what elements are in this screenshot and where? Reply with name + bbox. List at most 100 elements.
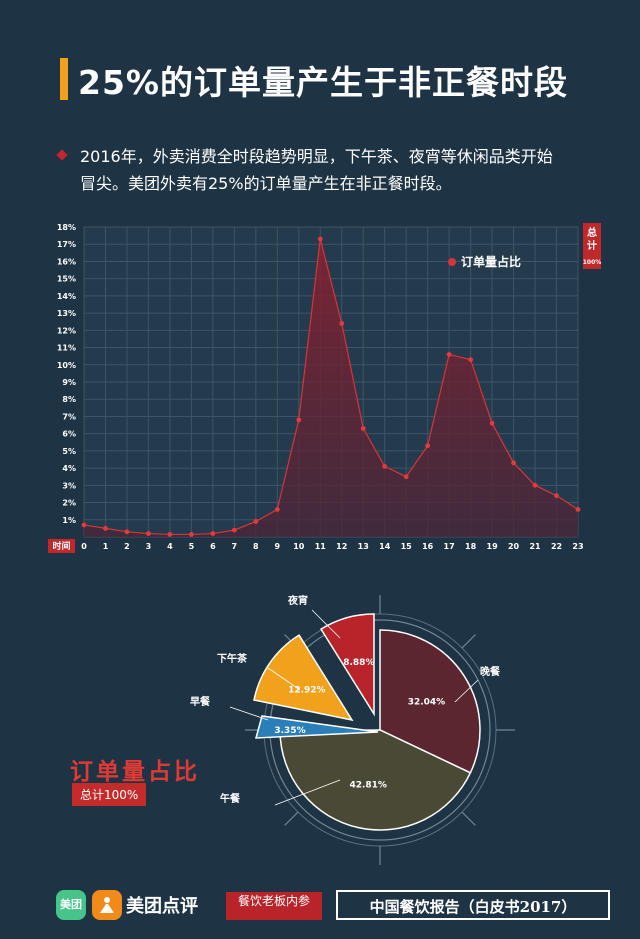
x-tick-label: 5 bbox=[189, 542, 195, 551]
x-axis-label: 时间 bbox=[52, 540, 70, 552]
pie-slice bbox=[279, 729, 472, 831]
cy-logo-text: 餐饮老板内参 bbox=[237, 894, 310, 908]
data-point bbox=[575, 507, 581, 512]
total-box bbox=[583, 223, 601, 269]
pie-value-label: 42.81% bbox=[349, 781, 387, 791]
x-tick-label: 3 bbox=[146, 542, 152, 551]
y-tick-label: 8% bbox=[62, 395, 76, 404]
pie-leader-line bbox=[311, 609, 341, 639]
data-point bbox=[382, 463, 388, 469]
bullet-diamond-icon bbox=[56, 149, 68, 161]
pie-slice bbox=[253, 634, 354, 722]
y-tick-label: 7% bbox=[62, 412, 76, 421]
y-tick-label: 4% bbox=[62, 464, 76, 473]
data-point bbox=[339, 321, 345, 326]
data-point bbox=[167, 532, 173, 537]
data-point bbox=[489, 420, 495, 426]
x-tick-label: 20 bbox=[508, 542, 520, 551]
y-tick-label: 11% bbox=[57, 344, 76, 353]
data-point bbox=[231, 527, 237, 533]
x-tick-label: 0 bbox=[81, 542, 87, 551]
y-tick-label: 5% bbox=[62, 447, 76, 456]
pie-spoke bbox=[461, 811, 476, 826]
data-point bbox=[253, 519, 259, 524]
pie-category-label: 午餐 bbox=[220, 792, 241, 805]
pie-category-label: 晚餐 bbox=[480, 665, 501, 678]
legend-marker bbox=[448, 258, 456, 266]
x-tick-label: 14 bbox=[379, 542, 391, 551]
pie-category-label: 早餐 bbox=[190, 695, 211, 708]
pie-slice bbox=[320, 613, 375, 717]
y-tick-label: 14% bbox=[57, 292, 76, 301]
total-box-label-char: 总 bbox=[587, 226, 597, 239]
pie-leader-line bbox=[274, 779, 341, 806]
legend-label: 订单量占比 bbox=[461, 254, 521, 269]
data-point bbox=[468, 357, 474, 363]
pie-total-badge: 总计100% bbox=[72, 783, 147, 806]
y-tick-label: 15% bbox=[57, 275, 76, 284]
y-tick-label: 18% bbox=[57, 223, 76, 232]
x-tick-label: 18 bbox=[465, 542, 477, 551]
y-tick-label: 12% bbox=[57, 326, 76, 335]
cy-logo: 餐饮老板内参 bbox=[226, 892, 322, 920]
pie-slice bbox=[255, 715, 379, 739]
pie-spoke bbox=[461, 634, 476, 649]
area-fill bbox=[84, 239, 578, 538]
y-tick-label: 17% bbox=[57, 240, 76, 249]
x-tick-label: 4 bbox=[167, 542, 173, 551]
y-tick-label: 9% bbox=[62, 378, 76, 387]
x-tick-label: 19 bbox=[487, 542, 499, 551]
brand-name: 美团点评 bbox=[126, 896, 198, 917]
report-title: 中国餐饮报告（白皮书2017） bbox=[336, 890, 610, 920]
data-point bbox=[554, 493, 559, 499]
pie-leader-line bbox=[229, 706, 269, 721]
data-point bbox=[446, 352, 452, 357]
data-point bbox=[317, 236, 323, 242]
y-tick-label: 1% bbox=[62, 516, 76, 525]
footer: 美团 美团点评 餐饮老板内参 中国餐饮报告（白皮书2017） bbox=[0, 880, 640, 939]
dianping-logo-icon bbox=[92, 890, 122, 920]
meal-share-pie-chart: 32.04% 晚餐 42.81% 午餐 3.35% 早餐 12.92% 下午茶 8.88% 夜宵 bbox=[190, 594, 515, 865]
hourly-order-chart: 1% 2% 3% 4% 5% 6% 7% 8% 9% 10% 11% 12% 13% 14% 15% 16% 1… bbox=[48, 223, 602, 553]
total-box-value: 100% bbox=[583, 259, 602, 266]
x-tick-label: 2 bbox=[124, 542, 130, 551]
pie-category-label: 夜宵 bbox=[287, 594, 308, 607]
data-point bbox=[360, 426, 366, 431]
data-point bbox=[210, 531, 216, 536]
pie-spoke bbox=[284, 811, 299, 826]
title-accent-bar bbox=[60, 58, 68, 100]
paragraph-line-1: 2016年，外卖消费全时段趋势明显，下午茶、夜宵等休闲品类开始 bbox=[80, 147, 553, 166]
meituan-logo: 美团 bbox=[56, 890, 86, 920]
pie-value-label: 12.92% bbox=[288, 686, 326, 696]
data-point bbox=[103, 525, 108, 531]
data-point bbox=[274, 507, 280, 512]
x-tick-label: 9 bbox=[275, 542, 281, 551]
series-line bbox=[83, 238, 579, 536]
x-tick-label: 16 bbox=[422, 542, 434, 551]
x-axis-label-box bbox=[48, 539, 75, 553]
x-tick-label: 23 bbox=[572, 542, 583, 551]
x-tick-label: 6 bbox=[210, 542, 216, 551]
x-tick-label: 17 bbox=[444, 542, 455, 551]
paragraph-line-2: 冒尖。美团外卖有25%的订单量产生在非正餐时段。 bbox=[80, 174, 452, 193]
data-point bbox=[81, 522, 87, 528]
x-tick-label: 10 bbox=[293, 542, 305, 551]
y-tick-label: 13% bbox=[57, 309, 76, 318]
pie-value-label: 32.04% bbox=[408, 698, 446, 708]
y-tick-label: 6% bbox=[62, 430, 76, 439]
x-tick-label: 12 bbox=[336, 542, 347, 551]
pie-leader-line bbox=[267, 667, 301, 691]
y-tick-label: 10% bbox=[57, 361, 76, 370]
x-tick-label: 15 bbox=[401, 542, 413, 551]
data-point bbox=[403, 474, 409, 480]
pie-value-label: 8.88% bbox=[343, 658, 374, 668]
pie-value-label: 3.35% bbox=[274, 726, 305, 736]
y-tick-label: 2% bbox=[62, 499, 76, 508]
pie-side-label: 订单量占比 bbox=[70, 759, 200, 785]
total-box-label-char: 计 bbox=[587, 239, 597, 252]
data-point bbox=[425, 443, 431, 449]
data-point bbox=[511, 460, 516, 466]
data-point bbox=[296, 417, 302, 423]
x-tick-label: 8 bbox=[253, 542, 259, 551]
pie-leader-line bbox=[454, 679, 479, 703]
